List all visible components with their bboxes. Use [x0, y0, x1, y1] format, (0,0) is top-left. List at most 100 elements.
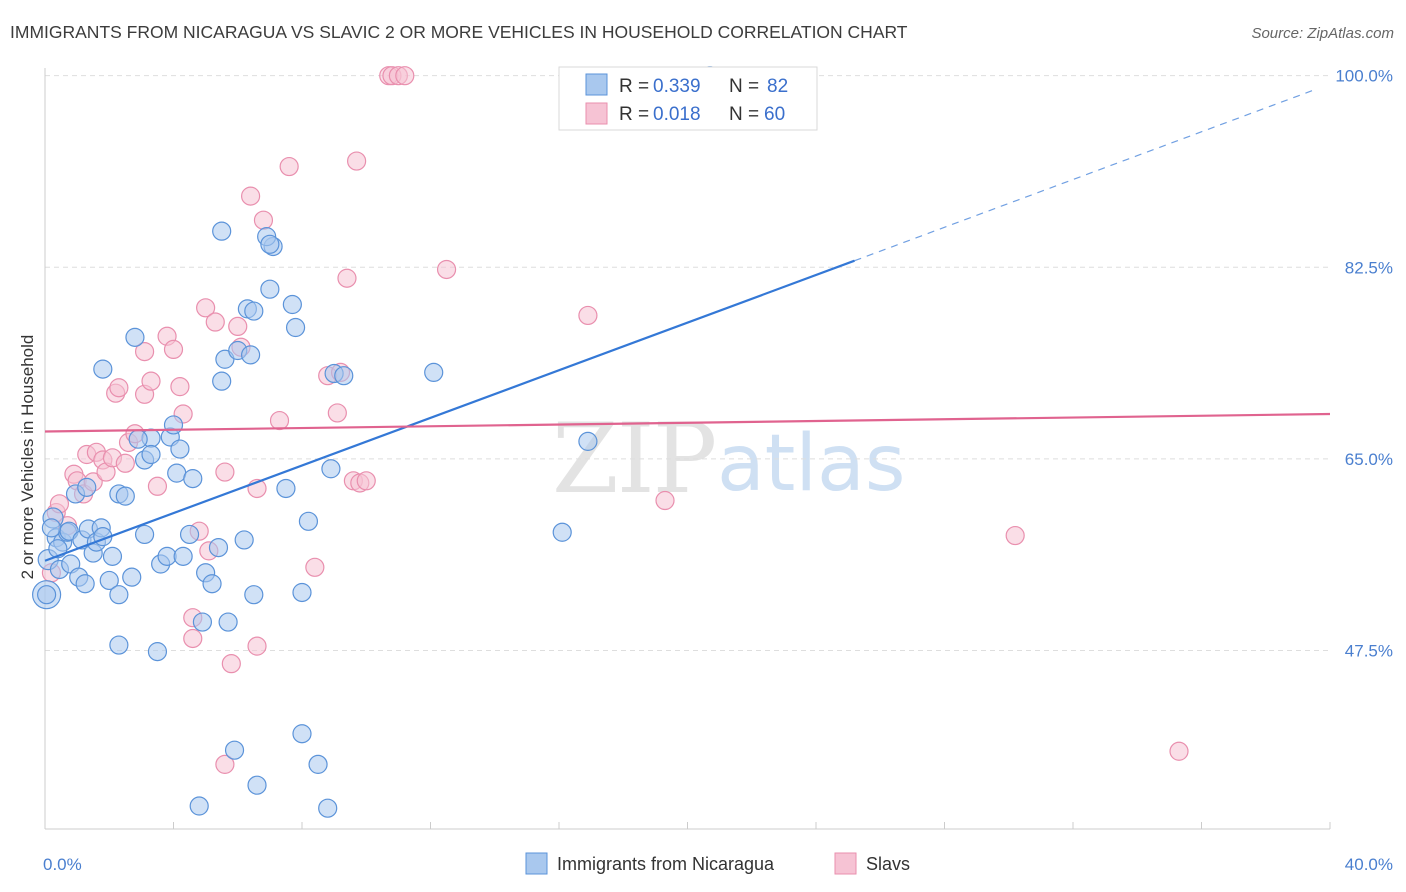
nicaragua-point-59	[282, 294, 302, 315]
axes	[44, 68, 1331, 830]
legend-r-label-1: R =	[619, 76, 649, 97]
nicaragua-point-32	[157, 546, 177, 566]
nicaragua-point-26	[134, 524, 155, 545]
nicaragua-point-66	[321, 459, 341, 479]
slavs-point-34	[221, 654, 241, 674]
nicaragua-point-38	[179, 524, 200, 545]
nicaragua-point-40	[189, 796, 209, 816]
x-tick-label-0: 0.0%	[43, 855, 82, 874]
trend-line-nicaragua-extension	[854, 88, 1318, 262]
legend-n-value-2: 60	[764, 104, 785, 125]
slavs-point-45	[327, 403, 347, 423]
nicaragua-point-77	[77, 477, 97, 497]
nicaragua-point-68	[334, 366, 354, 386]
nicaragua-point-48	[224, 740, 245, 760]
nicaragua-point-23	[93, 359, 113, 379]
slavs-point-40	[253, 210, 274, 230]
nicaragua-point-63	[298, 511, 319, 531]
slavs-point-43	[305, 557, 325, 577]
slavs-point-47	[337, 268, 357, 288]
nicaragua-point-54	[244, 301, 264, 321]
y-tick-labels: 100.0% 82.5% 65.0% 47.5%	[1335, 67, 1393, 661]
nicaragua-point-76	[128, 429, 148, 449]
nicaragua-point-73	[212, 221, 232, 241]
slavs-point-24	[170, 377, 190, 397]
bottom-legend-label-nicaragua: Immigrants from Nicaragua	[557, 854, 775, 874]
legend-n-label-1: N =	[729, 76, 759, 97]
bottom-legend-swatch-slavs	[834, 852, 857, 875]
nicaragua-point-30	[147, 642, 168, 662]
series-legend: Immigrants from Nicaragua Slavs	[525, 852, 910, 875]
nicaragua-point-12	[75, 574, 95, 594]
chart-source: Source: ZipAtlas.com	[1251, 25, 1394, 42]
bottom-legend-label-slavs: Slavs	[866, 854, 910, 874]
slavs-point-29	[196, 298, 216, 318]
y-tick-label-2: 65.0%	[1345, 450, 1393, 469]
slavs-point-60	[1169, 741, 1189, 761]
slavs-point-32	[215, 754, 235, 774]
nicaragua-point-44	[208, 537, 229, 558]
slavs-point-18	[134, 341, 155, 362]
nicaragua-point-47	[218, 612, 238, 632]
slavs-point-15	[115, 453, 135, 473]
slavs-point-37	[241, 186, 261, 206]
slavs-point-39	[247, 636, 267, 656]
trend-lines	[44, 88, 1331, 562]
legend-swatch-slavs	[585, 102, 608, 125]
legend-n-label-2: N =	[729, 104, 759, 125]
slavs-point-41	[269, 410, 290, 431]
nicaragua-point-58	[276, 478, 296, 499]
slavs-point-56	[436, 259, 457, 280]
slavs-point-21	[147, 476, 168, 496]
trend-line-nicaragua	[44, 259, 855, 562]
nicaragua-point-72	[109, 635, 129, 655]
slavs-point-57	[578, 305, 598, 326]
bottom-legend-swatch-nicaragua	[525, 852, 548, 875]
slavs-point-51	[356, 471, 376, 491]
nicaragua-point-64	[308, 754, 328, 774]
nicaragua-point-25	[125, 327, 145, 347]
nicaragua-point-36	[170, 439, 190, 459]
slavs-point-23	[163, 339, 184, 360]
nicaragua-point-55	[247, 775, 267, 795]
nicaragua-point-39	[183, 469, 203, 489]
chart-title: IMMIGRANTS FROM NICARAGUA VS SLAVIC 2 OR…	[10, 22, 908, 42]
nicaragua-point-19	[102, 546, 123, 566]
nicaragua-point-18	[99, 570, 119, 591]
nicaragua-point-69	[424, 362, 444, 382]
nicaragua-point-29	[141, 444, 161, 465]
legend-n-value-1: 82	[767, 76, 788, 97]
slavs-point-58	[655, 490, 675, 511]
slavs-point-42	[279, 156, 299, 177]
correlation-legend: R = 0.339 N = 82 R = 0.018 N = 60	[558, 66, 818, 131]
nicaragua-point-62	[292, 582, 312, 603]
slavs-point-33	[215, 462, 235, 482]
nicaragua-point-60	[285, 317, 306, 338]
y-tick-label-0: 100.0%	[1335, 67, 1393, 86]
nicaragua-point-37	[173, 546, 193, 566]
nicaragua-point-22	[115, 486, 135, 506]
nicaragua-point-43	[202, 574, 222, 594]
nicaragua-point-79	[41, 518, 62, 538]
y-tick-label-3: 47.5%	[1345, 642, 1393, 661]
nicaragua-point-34	[163, 415, 184, 435]
nicaragua-point-61	[292, 724, 312, 744]
nicaragua-point-45	[212, 371, 232, 391]
watermark-atlas: atlas	[717, 419, 906, 509]
x-tick-label-1: 40.0%	[1345, 855, 1393, 874]
nicaragua-point-20	[109, 585, 129, 605]
grid-lines	[45, 75, 1330, 652]
trend-line-slavs	[44, 412, 1331, 433]
legend-swatch-nicaragua	[585, 73, 608, 96]
slavs-point-49	[347, 151, 367, 171]
y-tick-label-1: 82.5%	[1345, 258, 1393, 277]
nicaragua-point-24	[122, 567, 142, 587]
nicaragua-point-81	[37, 585, 57, 605]
nicaragua-point-41	[192, 612, 213, 632]
y-axis-label: 2 or more Vehicles in Household	[18, 335, 37, 580]
nicaragua-point-56	[260, 279, 280, 299]
nicaragua-point-52	[241, 345, 261, 365]
slavs-point-14	[109, 378, 129, 398]
nicaragua-point-75	[260, 234, 280, 254]
slavs-point-20	[141, 371, 161, 391]
